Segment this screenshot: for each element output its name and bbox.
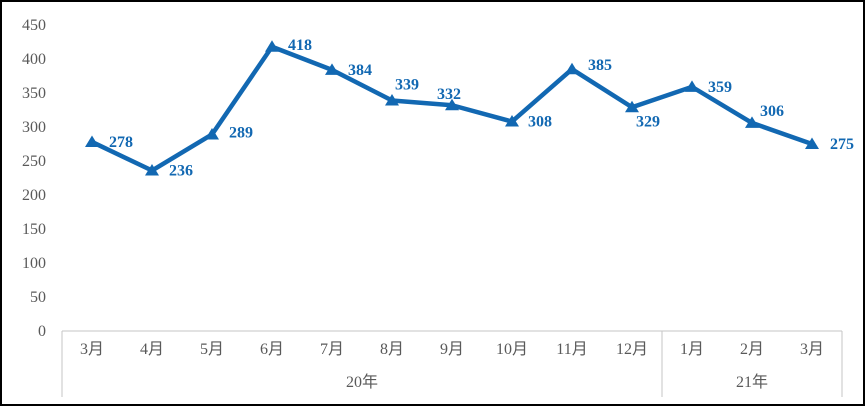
x-tick-label: 5月: [200, 341, 224, 358]
y-tick-label: 100: [22, 255, 46, 272]
data-point-marker: [205, 127, 219, 140]
y-tick-label: 150: [22, 221, 46, 238]
data-point-marker: [325, 63, 339, 75]
x-tick-label: 1月: [680, 341, 704, 358]
y-tick-label: 300: [22, 119, 46, 136]
data-point-marker: [445, 98, 459, 111]
x-tick-label: 2月: [740, 341, 764, 358]
year-group-label: 21年: [736, 373, 768, 391]
data-label: 236: [169, 163, 193, 180]
data-label: 289: [229, 124, 253, 141]
y-tick-label: 200: [22, 187, 46, 204]
data-point-marker: [685, 80, 699, 92]
x-tick-label: 4月: [140, 341, 164, 358]
data-point-marker: [385, 93, 399, 106]
data-label: 332: [437, 86, 461, 103]
y-tick-label: 350: [22, 85, 46, 102]
data-label: 359: [708, 79, 732, 96]
data-label: 384: [348, 62, 372, 79]
data-point-marker: [745, 116, 759, 128]
data-label: 385: [588, 57, 612, 74]
data-label: 339: [395, 76, 419, 93]
x-tick-label: 3月: [80, 341, 104, 358]
y-tick-label: 50: [30, 289, 46, 306]
data-label: 418: [288, 37, 312, 54]
x-tick-label: 8月: [380, 341, 404, 358]
y-tick-label: 450: [22, 17, 46, 34]
data-point-marker: [805, 137, 819, 149]
data-point-marker: [85, 135, 99, 147]
y-tick-label: 0: [38, 323, 46, 340]
x-tick-label: 12月: [616, 341, 648, 358]
x-tick-label: 6月: [260, 341, 284, 358]
x-tick-label: 10月: [496, 341, 528, 358]
data-point-marker: [625, 100, 639, 113]
data-label: 306: [760, 103, 784, 120]
x-tick-label: 11月: [556, 341, 587, 358]
data-label: 278: [109, 134, 133, 151]
data-label: 329: [636, 113, 660, 130]
data-point-marker: [565, 62, 579, 75]
data-point-marker: [265, 40, 279, 52]
x-tick-label: 3月: [800, 341, 824, 358]
data-point-marker: [505, 115, 519, 127]
data-label: 275: [830, 136, 854, 153]
data-point-marker: [145, 164, 159, 176]
x-tick-label: 9月: [440, 341, 464, 358]
x-tick-label: 7月: [320, 341, 344, 358]
data-label: 308: [528, 114, 552, 131]
year-group-label: 20年: [346, 373, 378, 391]
y-tick-label: 400: [22, 51, 46, 68]
y-tick-label: 250: [22, 153, 46, 170]
